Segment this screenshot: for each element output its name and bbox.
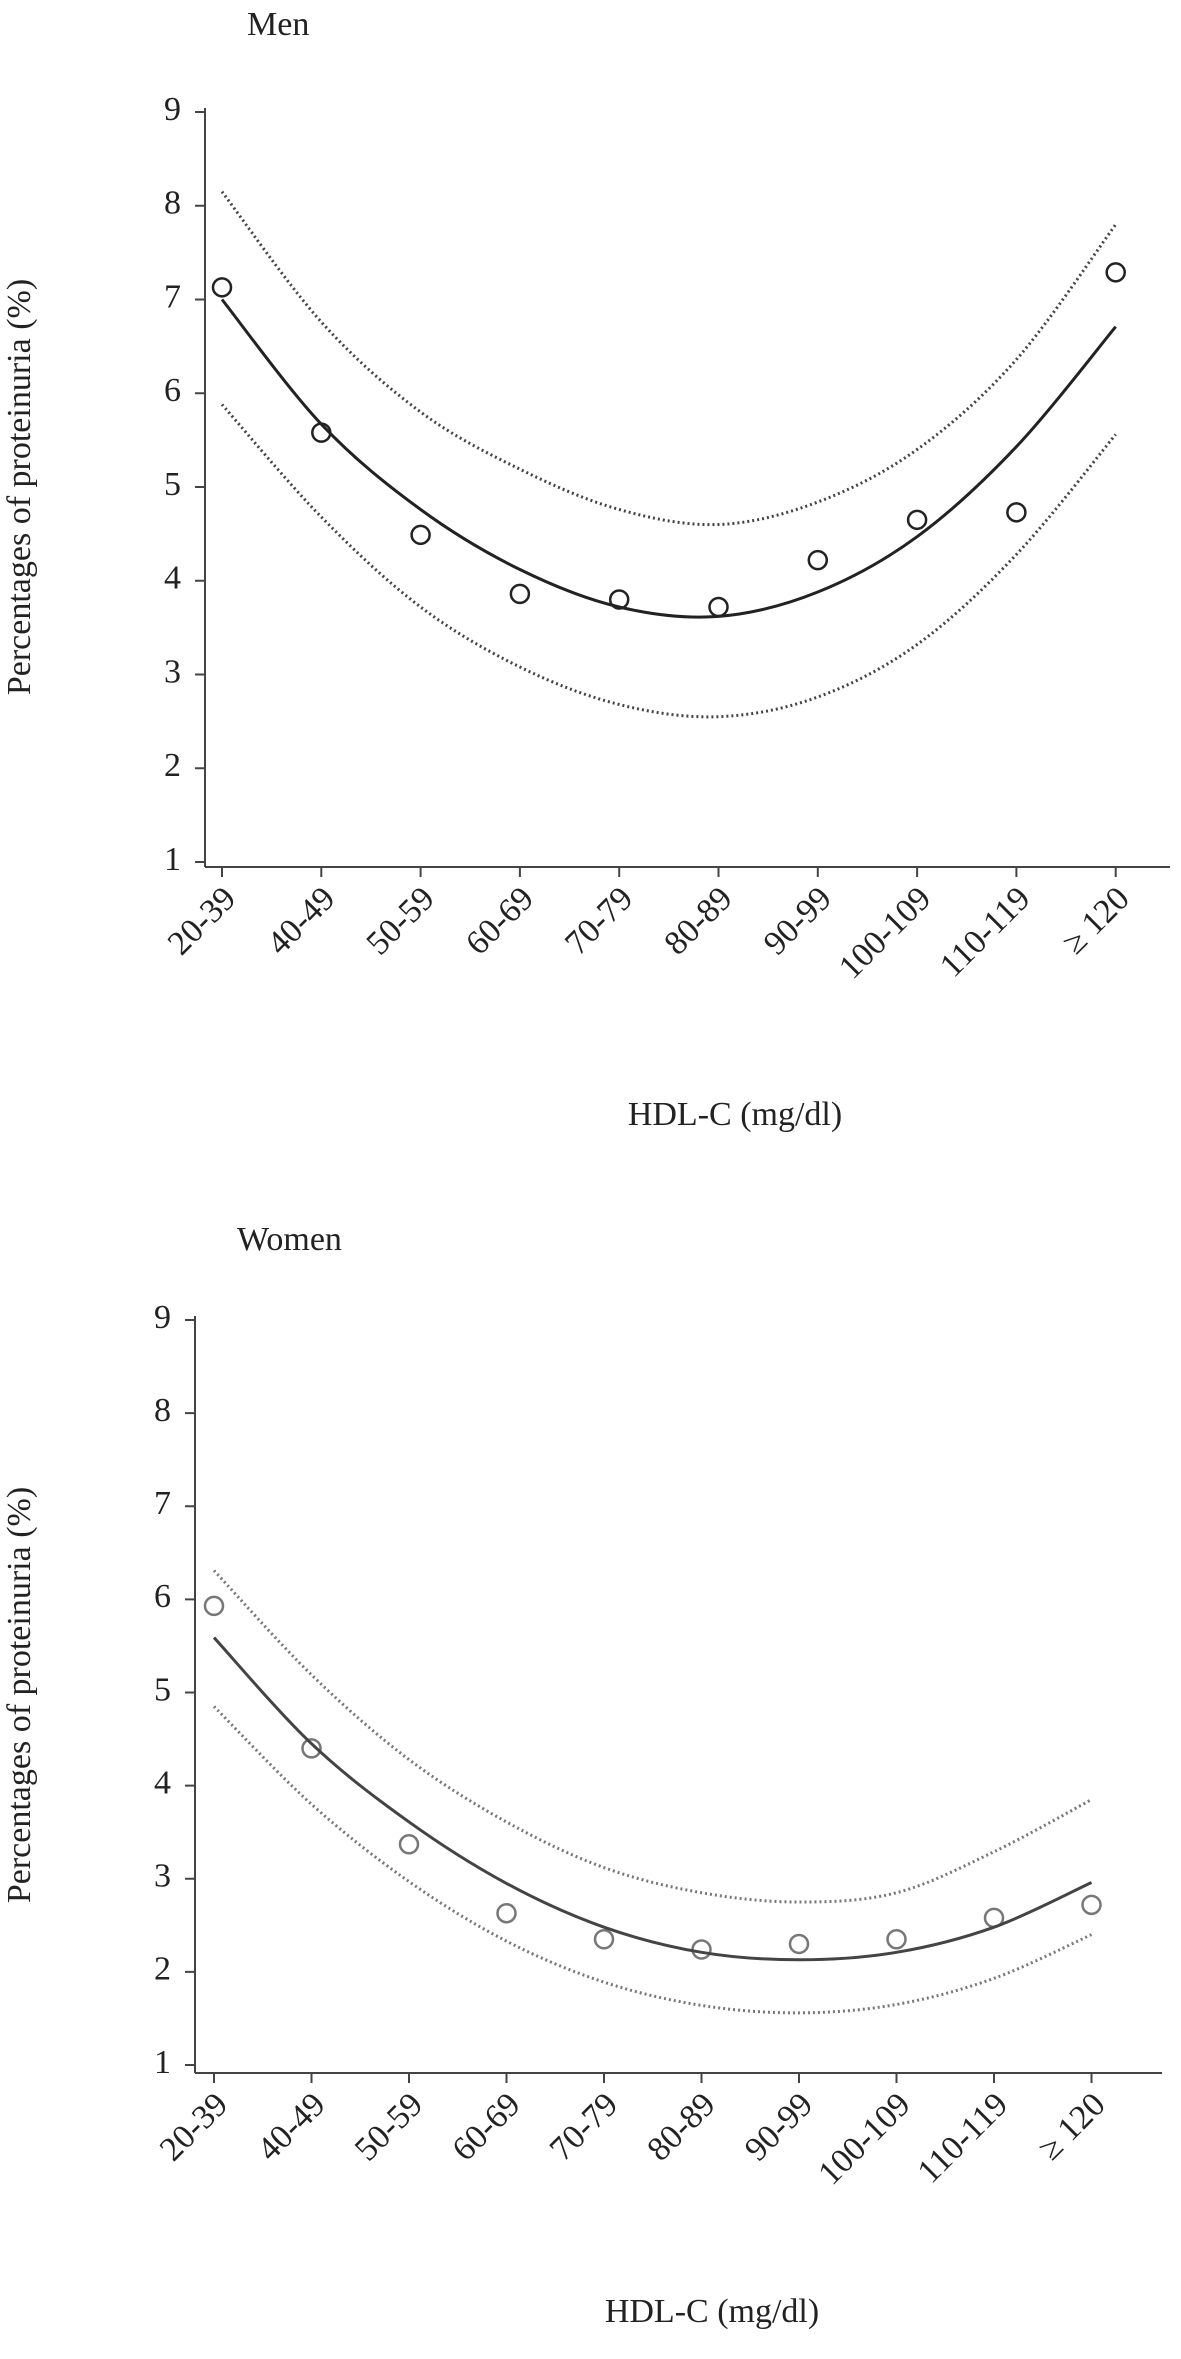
y-tick-label: 9 xyxy=(154,1299,171,1336)
x-tick-label: 20-39 xyxy=(161,880,243,962)
confidence-curve xyxy=(220,190,1117,527)
x-tick-label: 70-79 xyxy=(558,880,640,962)
data-point xyxy=(886,1929,907,1950)
y-tick-label: 8 xyxy=(154,1392,171,1429)
confidence-curve xyxy=(212,1705,1093,2015)
x-tick-label: ≥ 120 xyxy=(1031,2086,1112,2167)
confidence-curve xyxy=(220,403,1117,719)
data-point xyxy=(509,583,531,605)
x-tick-label: 20-39 xyxy=(153,2086,235,2168)
data-point xyxy=(211,277,233,298)
y-tick-label: 9 xyxy=(164,91,181,128)
chart-title: Men xyxy=(247,6,309,43)
y-tick-label: 7 xyxy=(154,1485,171,1522)
x-tick-label: 110-119 xyxy=(933,880,1038,985)
y-axis-label: Percentages of proteinuria (%) xyxy=(1,279,38,695)
data-point xyxy=(906,509,928,531)
y-tick-label: 1 xyxy=(154,2044,171,2081)
data-point xyxy=(593,1929,615,1950)
data-point xyxy=(691,1939,712,1960)
x-tick-label: 80-89 xyxy=(657,880,739,962)
y-tick-label: 2 xyxy=(164,747,181,784)
y-tick-label: 5 xyxy=(154,1671,171,1708)
data-point xyxy=(496,1902,517,1924)
x-tick-label: 100-109 xyxy=(832,880,938,986)
x-tick-label: 50-59 xyxy=(360,880,442,962)
x-axis-label: HDL-C (mg/dl) xyxy=(605,2293,819,2330)
x-tick-label: 110-119 xyxy=(911,2086,1016,2191)
y-tick-label: 2 xyxy=(154,1951,171,1988)
y-tick-label: 7 xyxy=(164,278,181,315)
chart-title: Women xyxy=(237,1221,342,1258)
data-point xyxy=(203,1595,225,1617)
confidence-curve xyxy=(212,1569,1093,1904)
fit-curve xyxy=(220,298,1117,619)
y-tick-label: 4 xyxy=(164,560,181,597)
data-point xyxy=(1081,1894,1102,1916)
x-tick-label: 70-79 xyxy=(543,2086,625,2168)
y-tick-label: 3 xyxy=(164,653,181,690)
y-tick-label: 4 xyxy=(154,1764,171,1801)
data-point xyxy=(398,1834,420,1855)
data-point xyxy=(1105,262,1126,283)
y-tick-label: 6 xyxy=(154,1578,171,1615)
data-point xyxy=(807,549,829,571)
x-tick-label: 60-69 xyxy=(445,2086,527,2168)
x-tick-label: 90-99 xyxy=(757,880,839,962)
data-point xyxy=(410,524,431,546)
x-tick-label: 80-89 xyxy=(640,2086,722,2168)
x-tick-label: 40-49 xyxy=(260,880,342,962)
x-tick-label: ≥ 120 xyxy=(1055,880,1136,961)
x-tick-label: 90-99 xyxy=(738,2086,820,2168)
y-tick-label: 8 xyxy=(164,185,181,222)
x-tick-label: 100-109 xyxy=(811,2086,917,2192)
fit-curve xyxy=(212,1636,1093,1962)
x-tick-label: 60-69 xyxy=(459,880,541,962)
y-tick-label: 5 xyxy=(164,466,181,503)
x-tick-label: 40-49 xyxy=(250,2086,332,2168)
data-point xyxy=(788,1933,810,1955)
x-axis-label: HDL-C (mg/dl) xyxy=(628,1096,842,1133)
y-axis-label: Percentages of proteinuria (%) xyxy=(1,1487,38,1903)
x-tick-label: 50-59 xyxy=(348,2086,430,2168)
y-tick-label: 3 xyxy=(154,1858,171,1895)
y-tick-label: 1 xyxy=(164,841,181,878)
data-point xyxy=(708,596,729,618)
y-tick-label: 6 xyxy=(164,372,181,409)
data-point xyxy=(301,1738,322,1759)
data-point xyxy=(1006,502,1027,523)
